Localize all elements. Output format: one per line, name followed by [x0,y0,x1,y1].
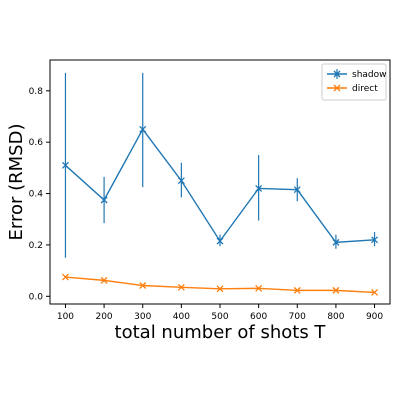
y-tick-label-4: 0.8 [29,87,44,97]
x-tick-label-900: 900 [366,312,383,322]
legend-marker-shadow-stroke-b [333,70,341,78]
direct-point-200 [100,276,108,284]
shadow-point-700 [293,186,301,194]
shadow-point-400 [177,177,185,185]
direct-point-500-stroke-b [216,285,224,293]
y-axis-label: Error (RMSD) [6,124,27,241]
shadow-point-400-stroke-b [177,177,185,185]
y-tick-label-1: 0.2 [29,241,43,251]
direct-point-900 [371,288,379,296]
direct-point-800-stroke-b [332,286,340,294]
direct-point-700-stroke-b [293,286,301,294]
series-direct [61,273,379,296]
shadow-line [64,128,375,244]
legend-marker-shadow [333,70,341,78]
legend-label-shadow: shadow [352,70,387,80]
plot-content [61,72,379,296]
direct-point-800 [332,286,340,294]
x-axis-label: total number of shots T [115,322,327,343]
direct-point-100 [61,273,69,281]
direct-point-600 [255,284,263,292]
shadow-point-100 [61,161,69,169]
shadow-point-200-stroke-b [100,196,108,204]
x-tick-label-800: 800 [327,312,344,322]
legend-marker-direct [333,84,341,92]
direct-line [65,276,375,294]
direct-point-400-stroke-b [177,283,185,291]
shadow-point-900 [371,236,379,244]
y-tick-label-2: 0.4 [29,190,44,200]
legend-label-direct: direct [352,84,378,94]
shadow-point-800-stroke-b [332,238,340,246]
legend-marker-direct-stroke-b [333,84,341,92]
direct-point-500 [216,285,224,293]
y-tick-label-0: 0.0 [29,292,44,302]
x-tick-label-600: 600 [250,312,267,322]
direct-point-200-stroke-b [100,276,108,284]
x-tick-label-200: 200 [95,312,112,322]
ticks: 100 200 300 400 500 600 700 800 900 0.0 0.2 0.4 0.6 0… [29,87,384,322]
direct-point-300 [139,282,147,289]
direct-point-600-stroke-b [255,284,263,292]
x-tick-label-700: 700 [289,312,306,322]
y-tick-label-3: 0.6 [29,138,44,148]
x-tick-label-400: 400 [173,312,190,322]
direct-point-100-stroke-b [61,273,69,281]
series-shadow [61,72,379,258]
shadow-point-100-stroke-b [61,161,69,169]
direct-point-300-stroke-b [139,282,147,289]
shadow-point-600-stroke-b [255,184,263,192]
x-tick-label-100: 100 [57,312,74,322]
direct-point-400 [177,283,185,291]
x-tick-label-500: 500 [211,312,228,322]
shadow-point-500-stroke-b [216,237,224,245]
shadow-point-600 [255,184,263,192]
shadow-point-200 [100,196,108,204]
shadow-point-500 [216,237,224,245]
legend: shadow direct [321,63,387,101]
shadow-point-300-stroke-b [139,125,147,133]
direct-point-900-stroke-b [371,288,379,296]
direct-point-700 [293,286,301,294]
x-tick-label-300: 300 [134,312,151,322]
shadow-point-700-stroke-b [293,186,301,194]
shadow-point-800 [332,238,340,246]
shadow-point-900-stroke-b [371,236,379,244]
shadow-point-300 [139,125,147,133]
